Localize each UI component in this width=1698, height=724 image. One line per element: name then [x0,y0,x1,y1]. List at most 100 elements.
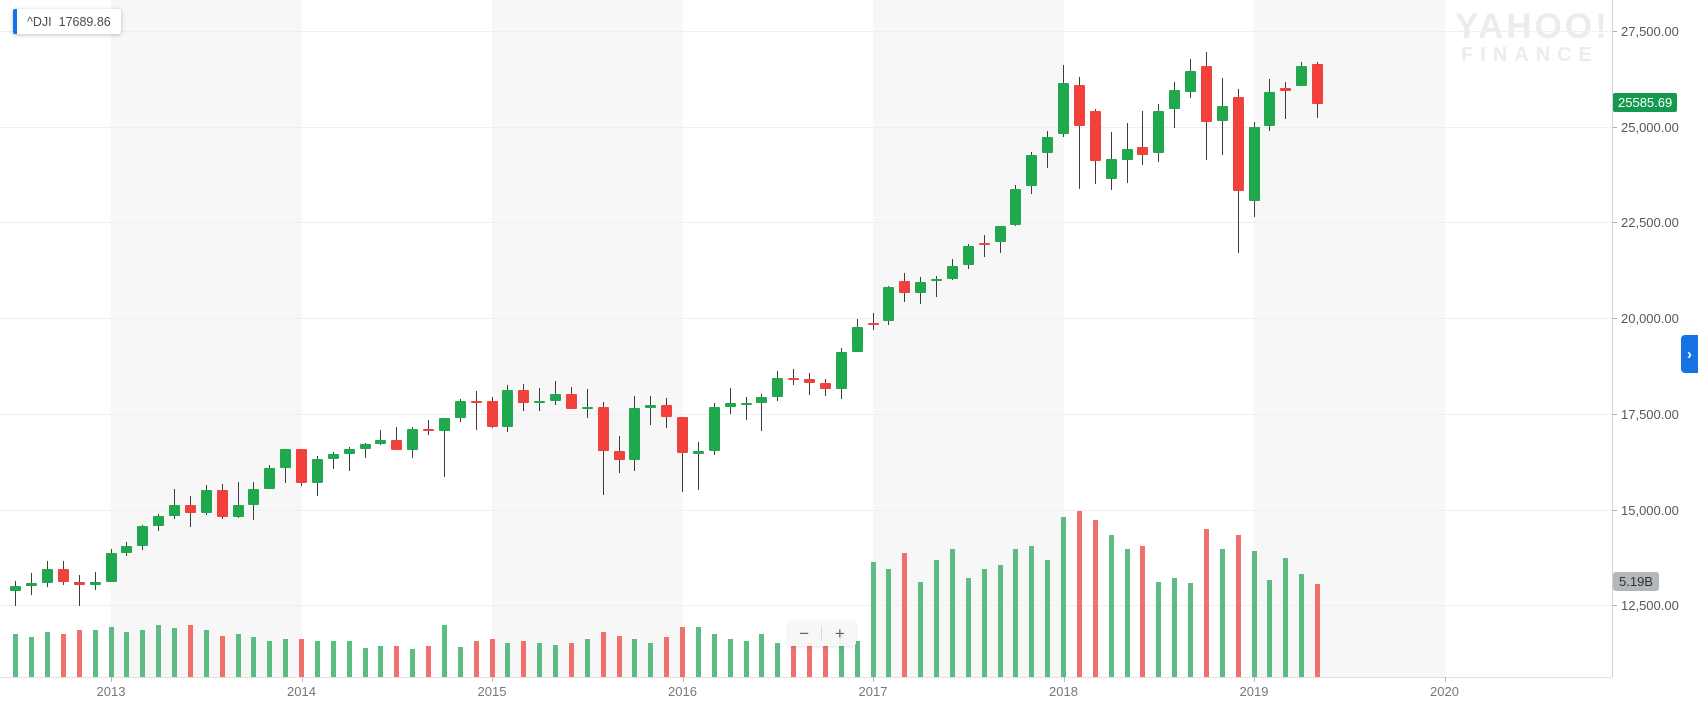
candle-body[interactable] [42,569,53,583]
candle-body[interactable] [1296,65,1308,86]
candle-body[interactable] [1185,70,1196,92]
candle-body[interactable] [1026,154,1038,187]
candle-body[interactable] [867,322,879,325]
volume-bar[interactable] [1315,583,1320,677]
candle-body[interactable] [264,467,276,489]
candle-body[interactable] [343,448,355,454]
volume-bar[interactable] [1172,578,1178,677]
candle-body[interactable] [232,504,244,517]
volume-bar[interactable] [1061,516,1066,677]
candle-body[interactable] [121,545,133,554]
candle-body[interactable] [1058,82,1069,134]
candle-body[interactable] [73,582,85,586]
candle-body[interactable] [184,505,196,513]
candle-body[interactable] [1312,63,1323,105]
volume-bar[interactable] [187,624,193,677]
zoom-out-button[interactable]: − [799,624,810,643]
volume-bar[interactable] [553,644,558,677]
candle-body[interactable] [565,394,577,410]
candle-body[interactable] [438,417,450,432]
candle-body[interactable] [1248,126,1260,202]
candle-body[interactable] [137,525,149,546]
volume-bar[interactable] [632,639,638,677]
volume-bar[interactable] [1235,534,1241,677]
candle-body[interactable] [248,488,260,505]
volume-bar[interactable] [219,635,225,677]
candle-body[interactable] [89,582,101,586]
volume-bar[interactable] [870,561,876,677]
candle-body[interactable] [692,451,704,454]
volume-bar[interactable] [13,633,19,677]
candle-body[interactable] [661,405,673,417]
volume-bar[interactable] [1108,534,1114,677]
candle-body[interactable] [216,490,228,517]
volume-bar[interactable] [203,630,209,677]
candle-body[interactable] [1010,188,1022,226]
volume-bar[interactable] [457,647,463,677]
volume-bar[interactable] [60,633,66,677]
candle-body[interactable] [788,378,800,381]
candle-body[interactable] [772,378,784,398]
volume-bar[interactable] [235,633,241,677]
candle-body[interactable] [756,397,768,403]
candle-body[interactable] [105,553,117,583]
candle-body[interactable] [10,585,22,591]
volume-bar[interactable] [902,552,908,677]
volume-bar[interactable] [711,633,717,677]
volume-bar[interactable] [1156,581,1162,677]
candle-body[interactable] [454,401,466,418]
volume-bar[interactable] [838,633,844,677]
volume-bar[interactable] [426,645,431,677]
candle-body[interactable] [1264,91,1276,126]
candle-body[interactable] [1169,89,1181,110]
candle-body[interactable] [486,401,498,427]
candle-body[interactable] [153,515,165,526]
volume-bar[interactable] [600,632,606,677]
volume-bar[interactable] [362,648,368,677]
candle-body[interactable] [57,569,69,583]
volume-bar[interactable] [775,642,781,677]
candle-body[interactable] [1121,149,1133,161]
candle-body[interactable] [645,405,657,408]
candle-body[interactable] [375,439,387,444]
volume-bar[interactable] [92,630,98,677]
volume-bar[interactable] [1092,520,1098,677]
candle-body[interactable] [26,582,38,586]
volume-bar[interactable] [124,632,130,677]
volume-bar[interactable] [1267,579,1273,677]
candle-body[interactable] [423,429,434,432]
volume-bar[interactable] [410,649,416,677]
candle-body[interactable] [407,429,419,450]
candle-body[interactable] [994,226,1006,243]
volume-bar[interactable] [1219,549,1225,677]
candle-body[interactable] [1089,111,1101,162]
volume-bar[interactable] [140,630,146,677]
candle-body[interactable] [1105,158,1117,179]
candle-body[interactable] [359,443,371,449]
volume-bar[interactable] [981,569,987,677]
candle-body[interactable] [1280,87,1292,92]
candle-body[interactable] [978,243,990,246]
volume-bar[interactable] [1029,545,1035,677]
candle-body[interactable] [200,490,212,513]
candle-body[interactable] [835,351,847,390]
volume-bar[interactable] [251,637,257,677]
candle-body[interactable] [613,451,625,461]
volume-bar[interactable] [584,639,590,677]
candle-body[interactable] [819,382,831,390]
candle-body[interactable] [962,245,974,265]
volume-bar[interactable] [29,637,35,677]
candle-body[interactable] [708,406,720,452]
volume-bar[interactable] [346,641,352,677]
volume-bar[interactable] [918,581,924,677]
candle-body[interactable] [1042,137,1054,154]
candle-body[interactable] [311,458,323,483]
volume-bar[interactable] [330,641,336,677]
volume-bar[interactable] [1188,583,1193,677]
volume-bar[interactable] [76,630,82,677]
volume-bar[interactable] [45,632,50,677]
candle-body[interactable] [629,407,641,461]
volume-bar[interactable] [759,633,765,677]
volume-bar[interactable] [1299,574,1305,677]
candle-body[interactable] [534,400,546,404]
